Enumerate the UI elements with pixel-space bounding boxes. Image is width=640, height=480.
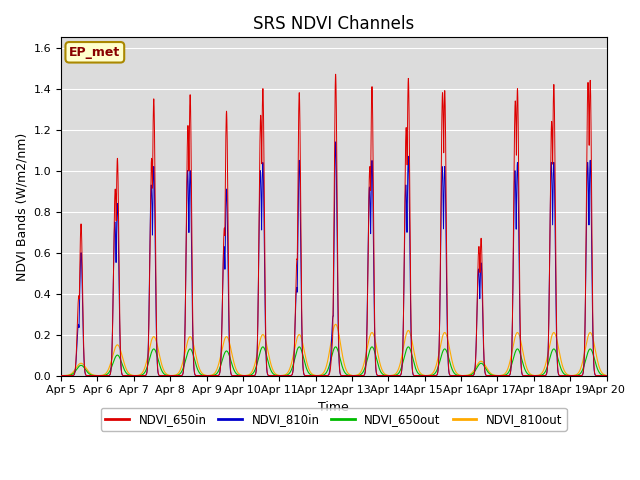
Legend: NDVI_650in, NDVI_810in, NDVI_650out, NDVI_810out: NDVI_650in, NDVI_810in, NDVI_650out, NDV…	[100, 408, 567, 431]
X-axis label: Time: Time	[319, 401, 349, 414]
Text: EP_met: EP_met	[69, 46, 120, 59]
Title: SRS NDVI Channels: SRS NDVI Channels	[253, 15, 415, 33]
Y-axis label: NDVI Bands (W/m2/nm): NDVI Bands (W/m2/nm)	[15, 132, 28, 281]
